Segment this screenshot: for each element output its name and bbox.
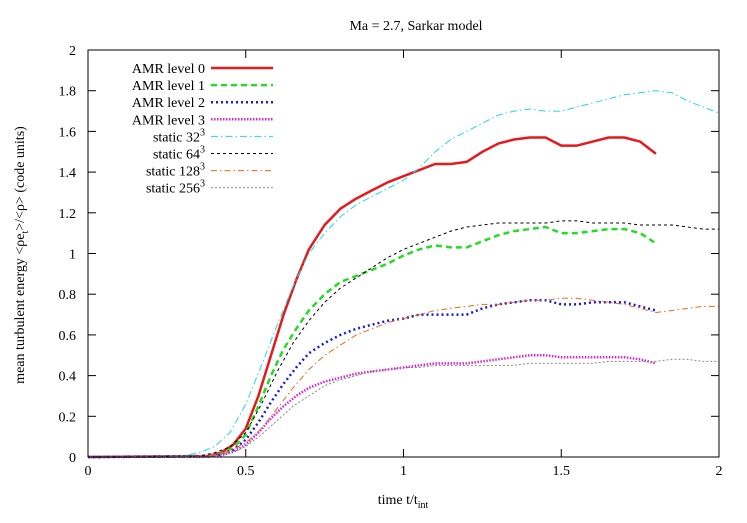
legend-entry-label: static 2563	[146, 179, 205, 197]
y-tick-label: 0	[69, 451, 76, 466]
legend-entry-label: AMR level 1	[132, 79, 205, 94]
series-line-amr-level-3	[87, 354, 657, 459]
y-tick-label: 2	[69, 44, 76, 59]
legend-entry-label: static 1283	[146, 162, 205, 180]
x-tick-label: 0	[85, 464, 92, 479]
y-tick-label: 0.6	[59, 329, 77, 344]
legend-entry-label: static 643	[153, 145, 205, 163]
legend-entry-label: AMR level 3	[132, 113, 205, 128]
plot-frame	[87, 49, 720, 458]
series-line-static-64-3	[87, 220, 719, 458]
x-axis-label-subscript: int	[418, 500, 429, 511]
y-axis-label-prefix: mean turbulent energy <ρe	[13, 234, 28, 384]
series-line-amr-level-0	[87, 136, 657, 459]
y-tick-label: 0.8	[59, 288, 77, 303]
legend: AMR level 0 AMR level 1 AMR level 2 AMR lev…	[132, 62, 273, 197]
y-tick-label: 1	[69, 248, 76, 263]
y-tick-label: 1.8	[59, 85, 77, 100]
x-axis-label: time t/tint	[378, 493, 429, 511]
y-axis-label-suffix: >/<ρ> (code units)	[13, 126, 28, 231]
series-line-static-32-3	[87, 90, 720, 458]
y-tick-label: 1.2	[59, 207, 77, 222]
x-axis-label-main: time t/t	[378, 493, 418, 508]
chart-title: Ma = 2.7, Sarkar model	[349, 19, 482, 34]
y-axis-label: mean turbulent energy <ρet>/<ρ> (code un…	[13, 126, 31, 384]
y-tick-labels: 0 0.2 0.4 0.6 0.8 1 1.2 1.4 1.6 1.8 2	[59, 44, 77, 466]
x-tick-label: 2	[716, 464, 723, 479]
y-tick-label: 1.6	[59, 125, 77, 140]
y-tick-label: 1.4	[59, 166, 77, 181]
legend-entry-label: AMR level 0	[132, 62, 205, 77]
series-line-amr-level-1	[87, 225, 657, 459]
series-line-static-256-3	[87, 358, 719, 458]
series-line-static-128-3	[87, 297, 719, 458]
legend-entry-label: static 323	[153, 127, 205, 145]
x-tick-label: 1.5	[553, 464, 571, 479]
y-tick-label: 0.4	[59, 370, 77, 385]
x-tick-label: 1	[400, 464, 407, 479]
y-tick-label: 0.2	[59, 410, 77, 425]
x-tick-label: 0.5	[237, 464, 255, 479]
x-tick-labels: 0 0.5 1 1.5 2	[85, 464, 723, 479]
legend-entry-label: AMR level 2	[132, 96, 205, 111]
series-layer	[87, 90, 720, 459]
series-line-amr-level-2	[87, 299, 657, 459]
y-axis-label-subscript: t	[20, 231, 31, 234]
